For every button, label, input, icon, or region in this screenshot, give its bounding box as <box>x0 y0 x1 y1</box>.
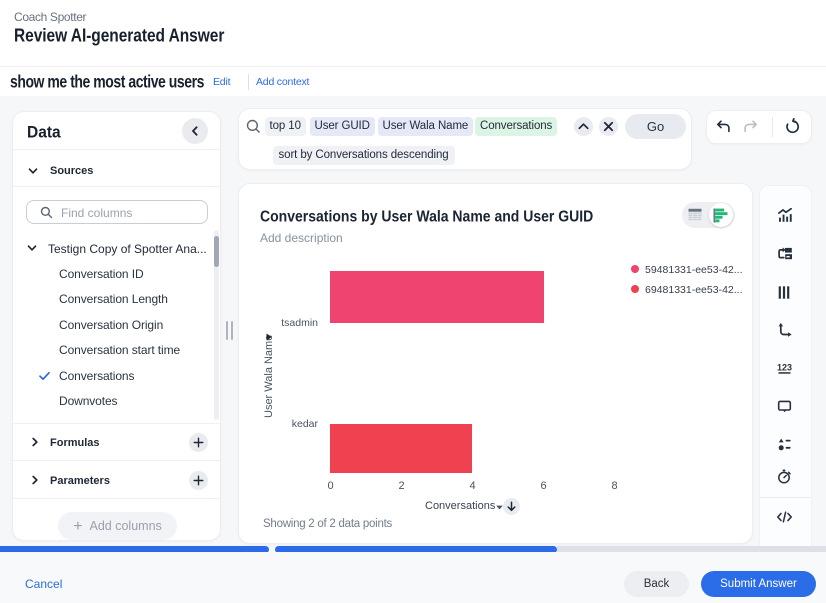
svg-text:123: 123 <box>777 363 792 373</box>
